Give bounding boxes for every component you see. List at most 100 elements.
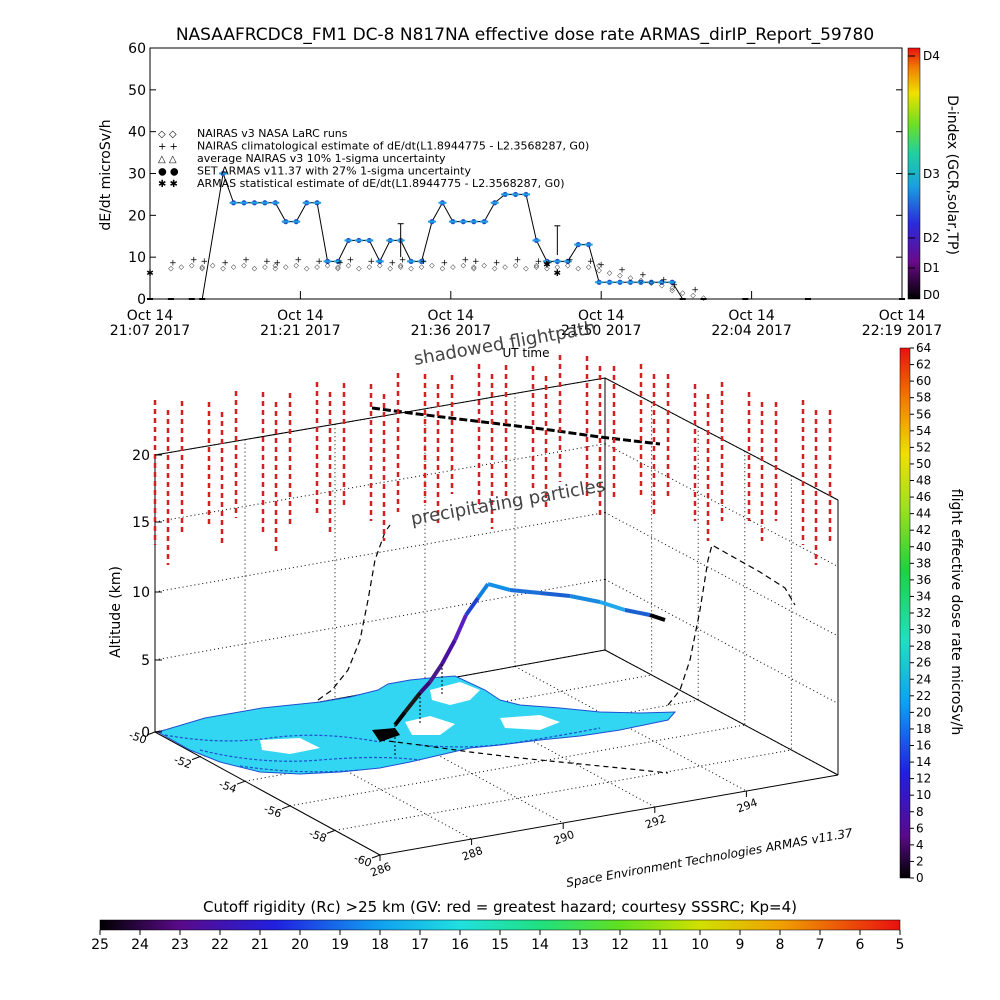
nairas-clim-plus: + [670,280,678,290]
nairas-diamond: ◇ [576,265,582,273]
nairas-diamond: ◇ [450,263,456,271]
lon-tick-label: 292 [644,812,668,831]
flight-segment [453,614,468,641]
lat-tick-mark [281,805,291,810]
nairas-diamond: ◇ [200,263,206,271]
rigidity-tick-label: 10 [691,937,709,953]
top-series: ◇+ ◇ ◇+◇◇+ ◇ ◇+ ◇ ◇+◇ ◇+ ◇◇+ ◇ ◇+◇ ◇+ ◇ ◇+◇ ◇+◇ ◇+ ◇ ◇+ ◇◇… [146,170,905,302]
lat-tick-label: -54 [217,778,238,796]
shadow-path-right-wall [667,544,796,706]
rigidity-tick-label: 24 [131,937,149,953]
x-tick-label-time: 22:04 2017 [711,323,791,339]
grid-alt-left [154,512,606,593]
x-tick-label-time: 21:50 2017 [561,323,641,339]
nairas-clim-plus: + [336,259,344,269]
nairas-diamond: ◇ [252,265,258,273]
nairas-diamond: ◇ [408,265,414,273]
nairas-diamond: ◇ [262,263,268,271]
rigidity-tick-label: 16 [451,937,469,953]
dose-tick-label: 6 [916,821,924,835]
nairas-clim-plus: + [587,257,595,267]
credit-text: Space Environment Technologies ARMAS v11… [565,826,854,890]
nairas-clim-plus: + [441,259,449,269]
nairas-clim-plus: + [639,271,647,281]
nairas-diamond: ◇ [210,261,216,269]
nairas-diamond: ◇ [419,263,425,271]
dose-tick-label: 54 [916,424,931,438]
rigidity-colorbar-bar [99,919,901,931]
altitude-tick-label: 5 [141,653,150,669]
y-tick-label: 60 [128,41,146,57]
grid-floor-lon [334,698,564,824]
rigidity-tick-label: 21 [251,937,269,953]
shadow-path-top [371,406,661,446]
nairas-diamond: ◇ [189,261,195,269]
dose-tick-label: 26 [916,656,931,670]
nairas-clim-plus: + [388,259,396,269]
rigidity-tick-label: 22 [211,937,229,953]
dose-tick-label: 8 [916,805,924,819]
nairas-diamond: ◇ [492,265,498,273]
y-tick-label: 40 [128,125,146,141]
grid-alt-left [154,443,606,523]
flight-segment [440,639,457,665]
nairas-clim-plus: + [535,257,543,267]
dose-tick-label: 30 [916,623,931,637]
plot-3d: 0 5 10 15 20 Altitude (km) -50 -52 -54 -56 -58 -6… [108,317,854,890]
grid-3d [154,377,839,856]
flight-segment [509,588,541,595]
nairas-diamond: ◇ [690,291,696,299]
dose-tick-label: 42 [916,523,931,537]
legend-symbol: ● ● [158,167,179,178]
nairas-diamond: ◇ [273,261,279,269]
map-contours [164,727,601,773]
legend-text: ARMAS statistical estimate of dE/dt(L1.8… [197,177,564,190]
nairas-diamond: ◇ [168,265,174,273]
flight-segment [476,582,490,600]
grid-alt-left [154,377,606,456]
nairas-diamond: ◇ [314,263,320,271]
dose-colorbar: 0246810121416182022242628303234363840424… [899,341,964,885]
altitude-tick-label: 0 [141,725,150,741]
y-tick-label: 0 [137,292,146,308]
latitude-ticks: -50 -52 -54 -56 -58 -60 [127,728,381,870]
flight-track-3d [372,582,666,755]
top-x-axis-label: UT time [502,346,549,360]
nairas-clim-plus: + [190,255,198,265]
dose-tick-label: 24 [916,672,931,686]
legend-text: NAIRAS v3 NASA LaRC runs [197,127,348,140]
rigidity-colorbar-ticks: 25 24 23 22 21 20 19 18 17 16 15 14 13 12 11 10 9 8 7 6 5 [91,930,904,953]
nairas-clim-plus: + [420,257,428,267]
dose-tick-label: 14 [916,755,931,769]
nairas-diamond: ◇ [701,294,707,302]
map-hole-2 [405,716,455,735]
nairas-diamond: ◇ [544,265,550,273]
nairas-diamond: ◇ [220,265,226,273]
grid-alt-right [604,512,839,637]
dose-tick-label: 0 [916,871,924,885]
map-hole-1 [430,682,480,705]
rigidity-tick-label: 13 [571,937,589,953]
dose-tick-label: 2 [916,854,924,868]
dose-tick-label: 48 [916,474,931,488]
nairas-clim-plus: + [493,259,501,269]
nairas-diamond: ◇ [294,261,300,269]
nairas-clim-plus: + [315,257,323,267]
nairas-diamond: ◇ [429,261,435,269]
nairas-diamond: ◇ [356,265,362,273]
lat-tick-mark [236,780,246,785]
nairas-diamond: ◇ [482,261,488,269]
flight-segment [539,591,571,598]
dose-tick-label: 58 [916,391,931,405]
map-hole-4 [260,738,320,754]
rigidity-tick-label: 23 [171,937,189,953]
flight-segment [393,710,407,727]
dose-tick-label: 18 [916,722,931,736]
top-y-ticks: 0 10 20 30 40 50 60 [128,41,902,308]
nairas-clim-plus: + [294,255,302,265]
nairas-diamond: ◇ [670,284,676,292]
nairas-diamond: ◇ [680,289,686,297]
d-index-label: D-index (GCR,solar,TP) [944,95,960,255]
dose-tick-label: 46 [916,490,931,504]
lat-tick-label: -56 [262,802,283,820]
